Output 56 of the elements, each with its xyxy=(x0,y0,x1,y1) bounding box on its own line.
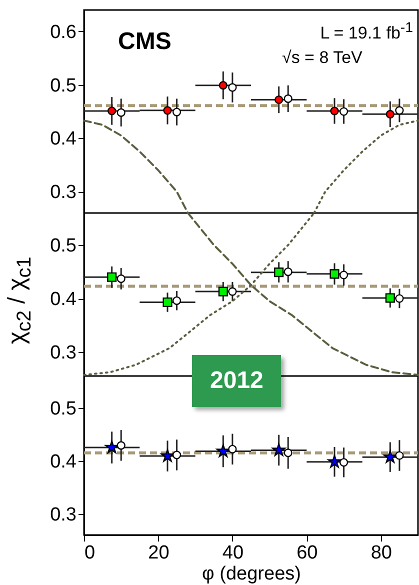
y-tick-label: 0.5 xyxy=(50,398,76,420)
x-tick-label: 40 xyxy=(222,542,244,564)
point xyxy=(218,286,228,296)
point xyxy=(395,451,404,460)
point xyxy=(272,443,286,456)
y-tick-label: 0.4 xyxy=(50,289,77,310)
y-tick-label: 0.4 xyxy=(50,451,77,472)
point xyxy=(105,440,119,454)
point xyxy=(328,454,342,468)
point xyxy=(284,94,292,103)
point xyxy=(228,83,237,92)
x-tick-label: 20 xyxy=(148,542,170,564)
point xyxy=(172,108,182,116)
point xyxy=(107,272,117,282)
point xyxy=(284,267,292,276)
point xyxy=(284,448,292,458)
annotation: CMS xyxy=(118,28,172,56)
x-tick-label: 80 xyxy=(370,542,392,564)
point xyxy=(395,294,404,303)
point xyxy=(216,444,230,458)
y-tick-label: 0.5 xyxy=(50,236,76,257)
y-tick-label: 0.3 xyxy=(50,182,76,204)
point xyxy=(274,268,284,278)
x-tick-label: 0 xyxy=(84,542,96,564)
point xyxy=(116,274,126,284)
annotation: 2012 xyxy=(192,355,282,407)
point xyxy=(339,458,348,467)
point xyxy=(339,270,348,280)
annotation: √s = 8 TeV xyxy=(282,48,362,68)
point xyxy=(228,287,237,296)
x-axis-title: φ (degrees) xyxy=(202,564,301,584)
annotation: L = 19.1 fb$^{-1}$ xyxy=(320,20,413,44)
y-tick-label: 0.6 xyxy=(50,22,76,43)
point xyxy=(228,444,237,454)
point xyxy=(172,296,182,305)
point xyxy=(395,106,404,115)
point xyxy=(330,106,339,116)
point xyxy=(339,107,348,116)
point xyxy=(218,81,228,90)
point xyxy=(385,293,395,303)
point xyxy=(116,441,126,450)
point xyxy=(160,448,174,462)
point xyxy=(274,95,284,104)
x-tick-label: 60 xyxy=(296,542,318,564)
y-tick-label: 0.4 xyxy=(50,128,77,150)
point xyxy=(108,106,116,116)
y-tick-label: 0.5 xyxy=(50,75,76,96)
point xyxy=(116,108,126,117)
point xyxy=(383,450,397,463)
point xyxy=(162,297,172,308)
y-tick-label: 0.3 xyxy=(50,342,76,364)
point xyxy=(172,450,182,460)
point xyxy=(386,110,394,118)
point xyxy=(163,106,172,115)
y-tick-label: 0.3 xyxy=(50,504,76,526)
point xyxy=(330,269,340,279)
